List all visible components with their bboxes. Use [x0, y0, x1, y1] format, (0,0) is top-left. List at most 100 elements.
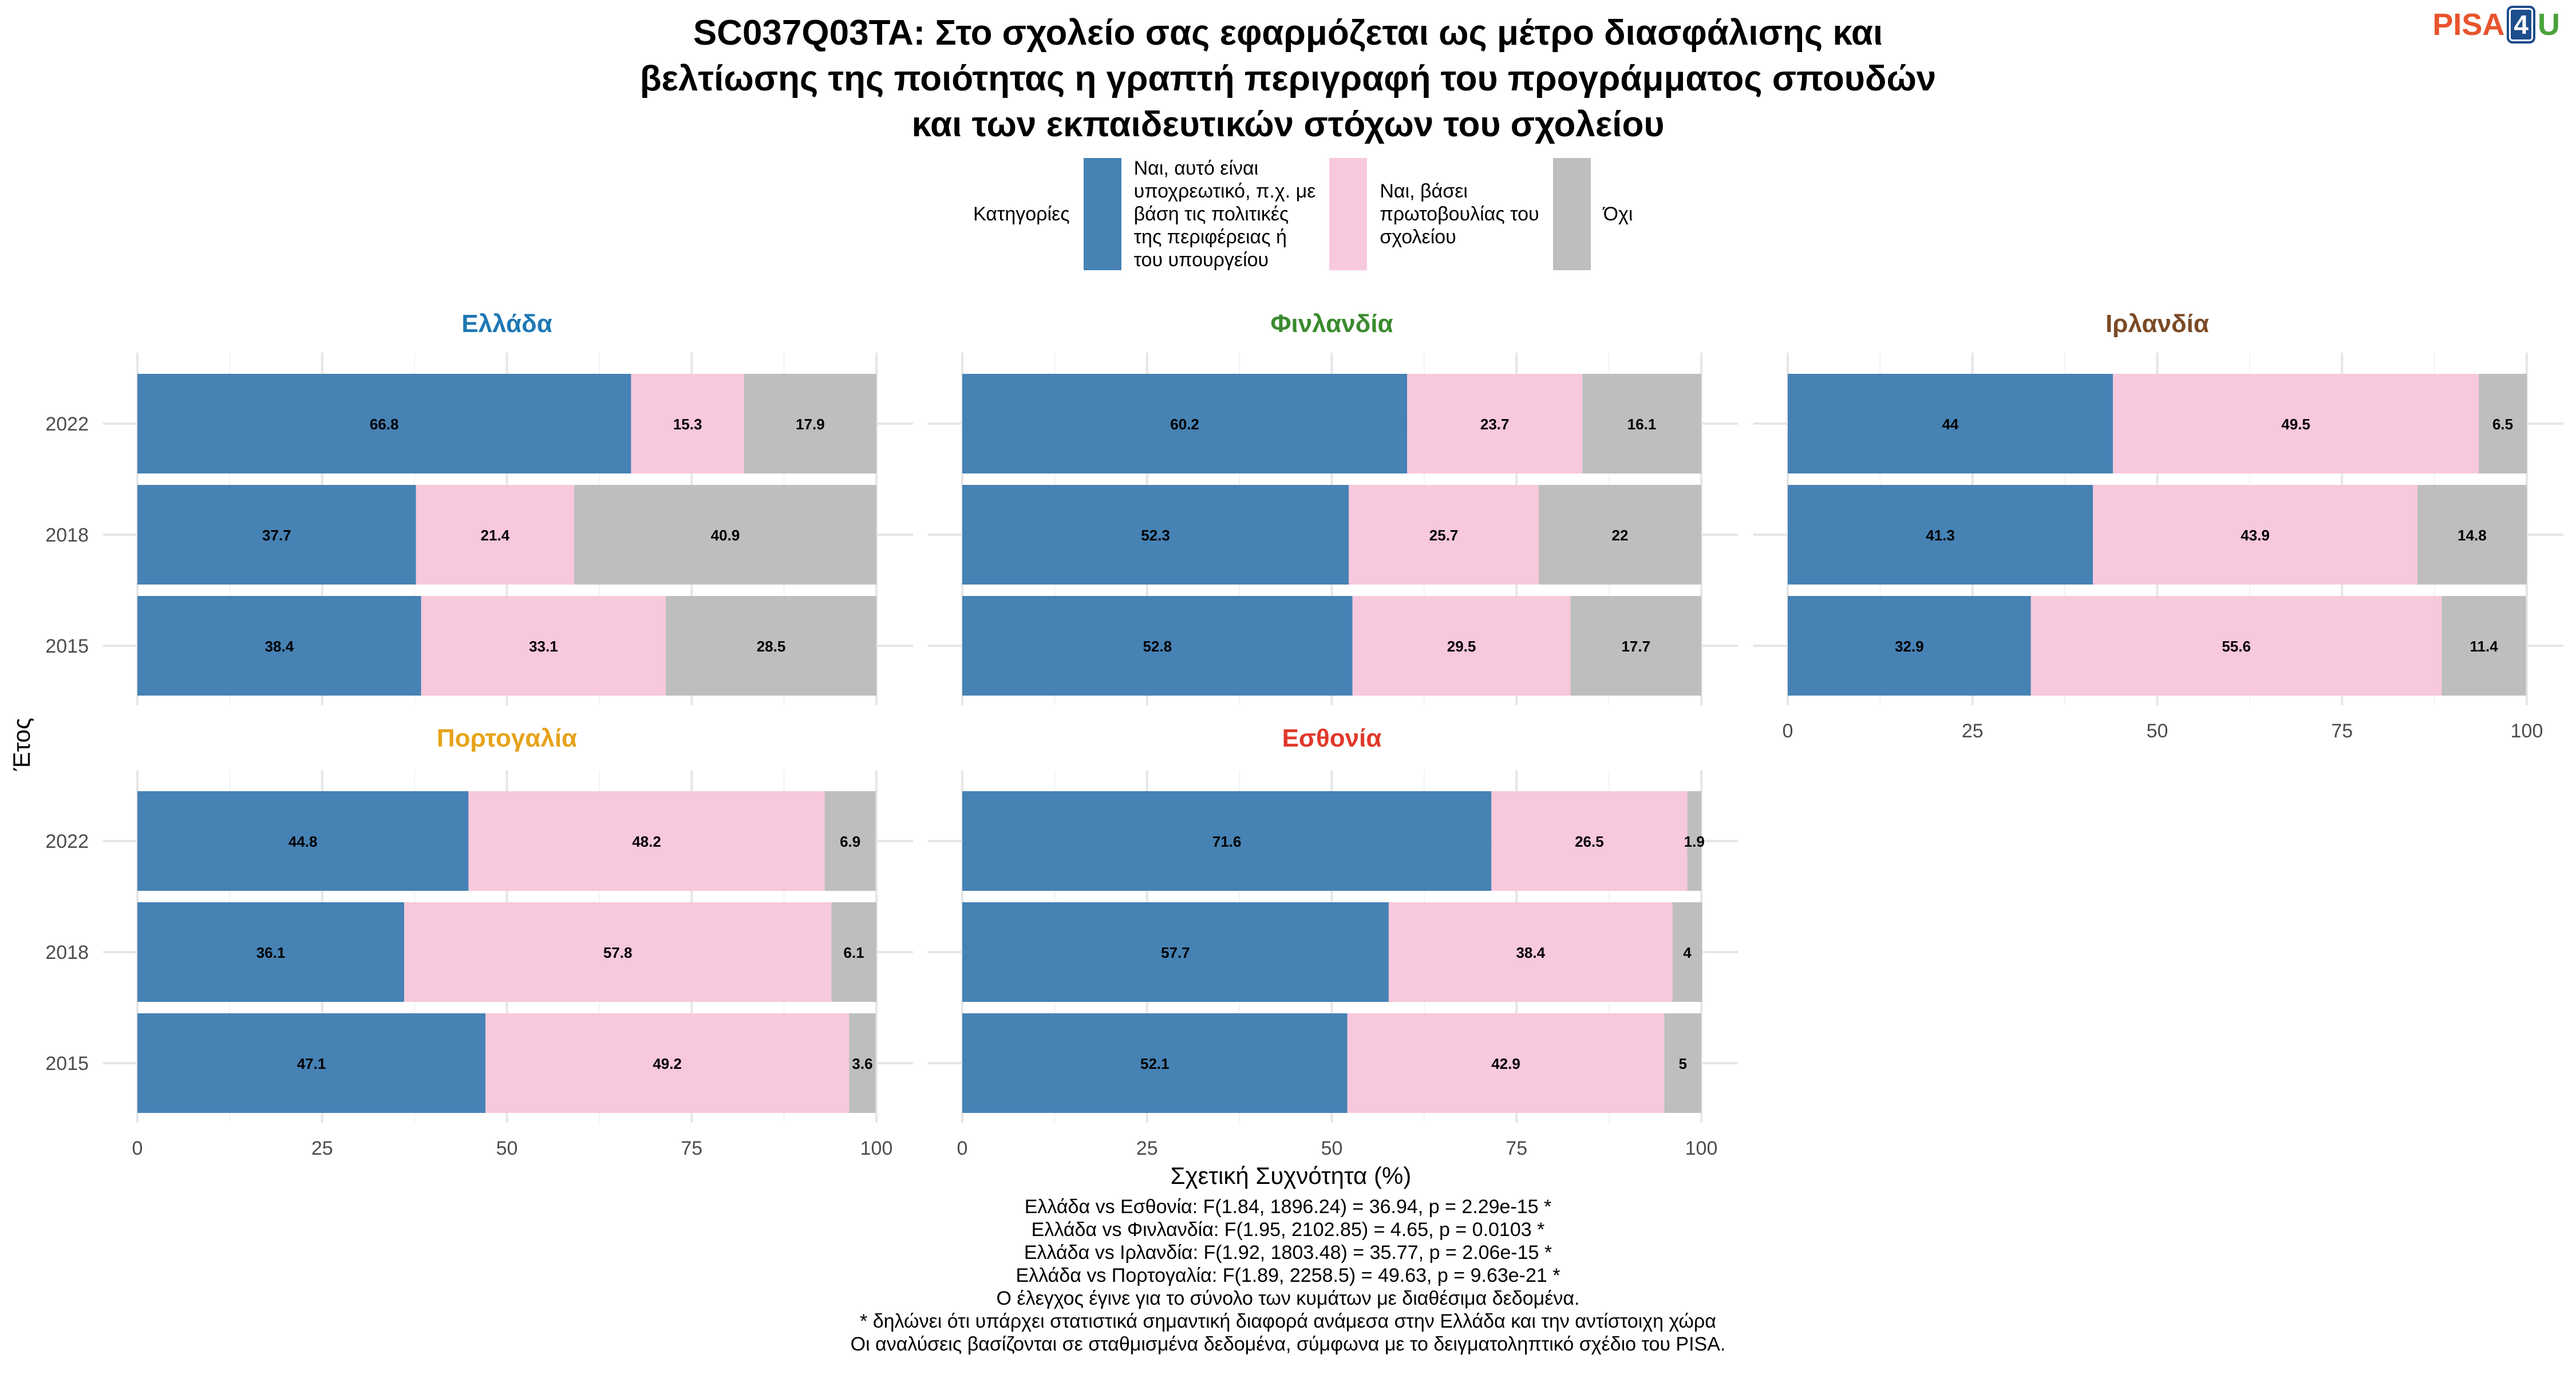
y-tick-label: 2018	[45, 942, 89, 964]
bar-value-label: 38.4	[265, 638, 294, 655]
y-tick-label: 2022	[45, 413, 89, 435]
bar-segment	[2479, 374, 2527, 473]
bar-segment	[416, 485, 574, 585]
footnote-line: Ελλάδα vs Εσθονία: F(1.84, 1896.24) = 36…	[1024, 1196, 1552, 1218]
bar-segment	[137, 791, 469, 891]
pisa4u-logo: PISA 4 U	[2432, 6, 2560, 44]
bar-segment	[1491, 791, 1688, 891]
bar-segment	[1349, 485, 1539, 585]
bar-segment	[2030, 596, 2442, 696]
bar-segment	[962, 485, 1349, 585]
chart-area: Ελλάδα 66.8 15.3 17.9 2022 37.7 21.4 40.9 2018 38…	[8, 310, 2563, 1189]
x-tick-label: 25	[311, 1138, 333, 1159]
bar-segment	[137, 596, 421, 696]
bar-segment	[2093, 485, 2417, 585]
legend-title: Κατηγορίες	[973, 203, 1070, 225]
bar-value-label: 6.1	[844, 944, 864, 961]
x-tick-label: 100	[860, 1138, 893, 1159]
bar-value-label: 36.1	[256, 944, 286, 961]
footnote-line: Οι αναλύσεις βασίζονται σε σταθμισμένα δ…	[850, 1333, 1726, 1355]
bar-segment	[1570, 596, 1701, 696]
bar-value-label: 3.6	[852, 1055, 872, 1072]
bar-segment	[666, 596, 876, 696]
bar-segment	[468, 791, 825, 891]
bar-segment	[631, 374, 744, 473]
legend-item: Ναι, βάσει πρωτοβουλίας του σχολείου	[1329, 158, 1539, 270]
bar-value-label: 6.9	[840, 833, 860, 850]
bar-segment	[1407, 374, 1583, 473]
bar-value-label: 52.8	[1143, 638, 1172, 655]
y-tick-label: 2018	[45, 524, 89, 546]
bar-value-label: 44.8	[289, 833, 318, 850]
x-tick-label: 75	[2331, 720, 2353, 742]
bar-value-label: 29.5	[1447, 638, 1476, 655]
bar-value-label: 6.5	[2492, 416, 2513, 433]
x-tick-label: 0	[957, 1138, 968, 1159]
bar-value-label: 21.4	[481, 527, 510, 544]
bar-value-label: 28.5	[757, 638, 786, 655]
footnotes: Ελλάδα vs Εσθονία: F(1.84, 1896.24) = 36…	[0, 1195, 2576, 1356]
bar-segment	[404, 902, 832, 1002]
x-tick-label: 25	[1962, 720, 1984, 742]
bar-segment	[2113, 374, 2479, 473]
bar-value-label: 38.4	[1516, 944, 1545, 961]
x-tick-label: 75	[1506, 1138, 1527, 1159]
bar-segment	[1347, 1013, 1665, 1113]
bar-segment	[137, 902, 405, 1002]
bar-value-label: 43.9	[2241, 527, 2270, 544]
x-tick-label: 50	[2147, 720, 2168, 742]
chart-title: SC037Q03TA: Στο σχολείο σας εφαρμόζεται …	[0, 10, 2576, 148]
bar-value-label: 32.9	[1895, 638, 1924, 655]
bar-segment	[137, 374, 631, 473]
panel-title: Φινλανδία	[1270, 310, 1393, 338]
bar-value-label: 11.4	[2470, 638, 2499, 655]
bar-value-label: 17.9	[796, 416, 825, 433]
x-tick-label: 25	[1136, 1138, 1158, 1159]
footnote-line: Ελλάδα vs Φινλανδία: F(1.95, 2102.85) = …	[1031, 1219, 1545, 1241]
bar-segment	[962, 902, 1389, 1002]
x-tick-label: 0	[132, 1138, 143, 1159]
bar-value-label: 14.8	[2458, 527, 2487, 544]
bar-value-label: 22	[1612, 527, 1629, 544]
x-tick-label: 0	[1783, 720, 1793, 742]
bar-segment	[1672, 902, 1702, 1002]
bar-value-label: 40.9	[711, 527, 740, 544]
bar-value-label: 48.2	[632, 833, 661, 850]
bar-value-label: 5	[1678, 1055, 1686, 1072]
logo-text-u: U	[2538, 7, 2560, 42]
bar-value-label: 26.5	[1575, 833, 1604, 850]
bar-value-label: 44	[1942, 416, 1959, 433]
title-line: SC037Q03TA: Στο σχολείο σας εφαρμόζεται …	[693, 13, 1883, 53]
panel-title: Ελλάδα	[461, 310, 552, 338]
bar-segment	[1538, 485, 1701, 585]
bar-segment	[485, 1013, 850, 1113]
bar-value-label: 17.7	[1621, 638, 1650, 655]
legend-key-compulsory	[1083, 158, 1121, 270]
bar-segment	[849, 1013, 876, 1113]
bar-segment	[574, 485, 876, 585]
bar-value-label: 57.8	[603, 944, 633, 961]
bar-value-label: 55.6	[2222, 638, 2251, 655]
bar-segment	[831, 902, 876, 1002]
title-line: και των εκπαιδευτικών στόχων του σχολείο…	[911, 105, 1665, 144]
bar-segment	[962, 596, 1353, 696]
bar-value-label: 4	[1683, 944, 1692, 961]
x-tick-label: 50	[496, 1138, 518, 1159]
bar-segment	[1388, 902, 1673, 1002]
bar-value-label: 33.1	[529, 638, 558, 655]
x-tick-label: 50	[1321, 1138, 1343, 1159]
y-tick-label: 2022	[45, 831, 89, 852]
bar-segment	[2441, 596, 2526, 696]
y-tick-label: 2015	[45, 635, 89, 657]
panel-0: Ελλάδα 66.8 15.3 17.9 2022 37.7 21.4 40.9 2018 38…	[45, 310, 913, 705]
bar-segment	[421, 596, 666, 696]
legend-item: Όχι	[1552, 158, 1633, 270]
title-line: βελτίωσης της ποιότητας η γραπτή περιγρα…	[639, 59, 1937, 98]
bar-segment	[2417, 485, 2527, 585]
bar-value-label: 57.7	[1161, 944, 1190, 961]
bar-value-label: 52.1	[1140, 1055, 1170, 1072]
bar-segment	[1788, 374, 2113, 473]
footnote-line: * δηλώνει ότι υπάρχει στατιστικά σημαντι…	[860, 1310, 1716, 1332]
panel-title: Πορτογαλία	[437, 724, 577, 752]
